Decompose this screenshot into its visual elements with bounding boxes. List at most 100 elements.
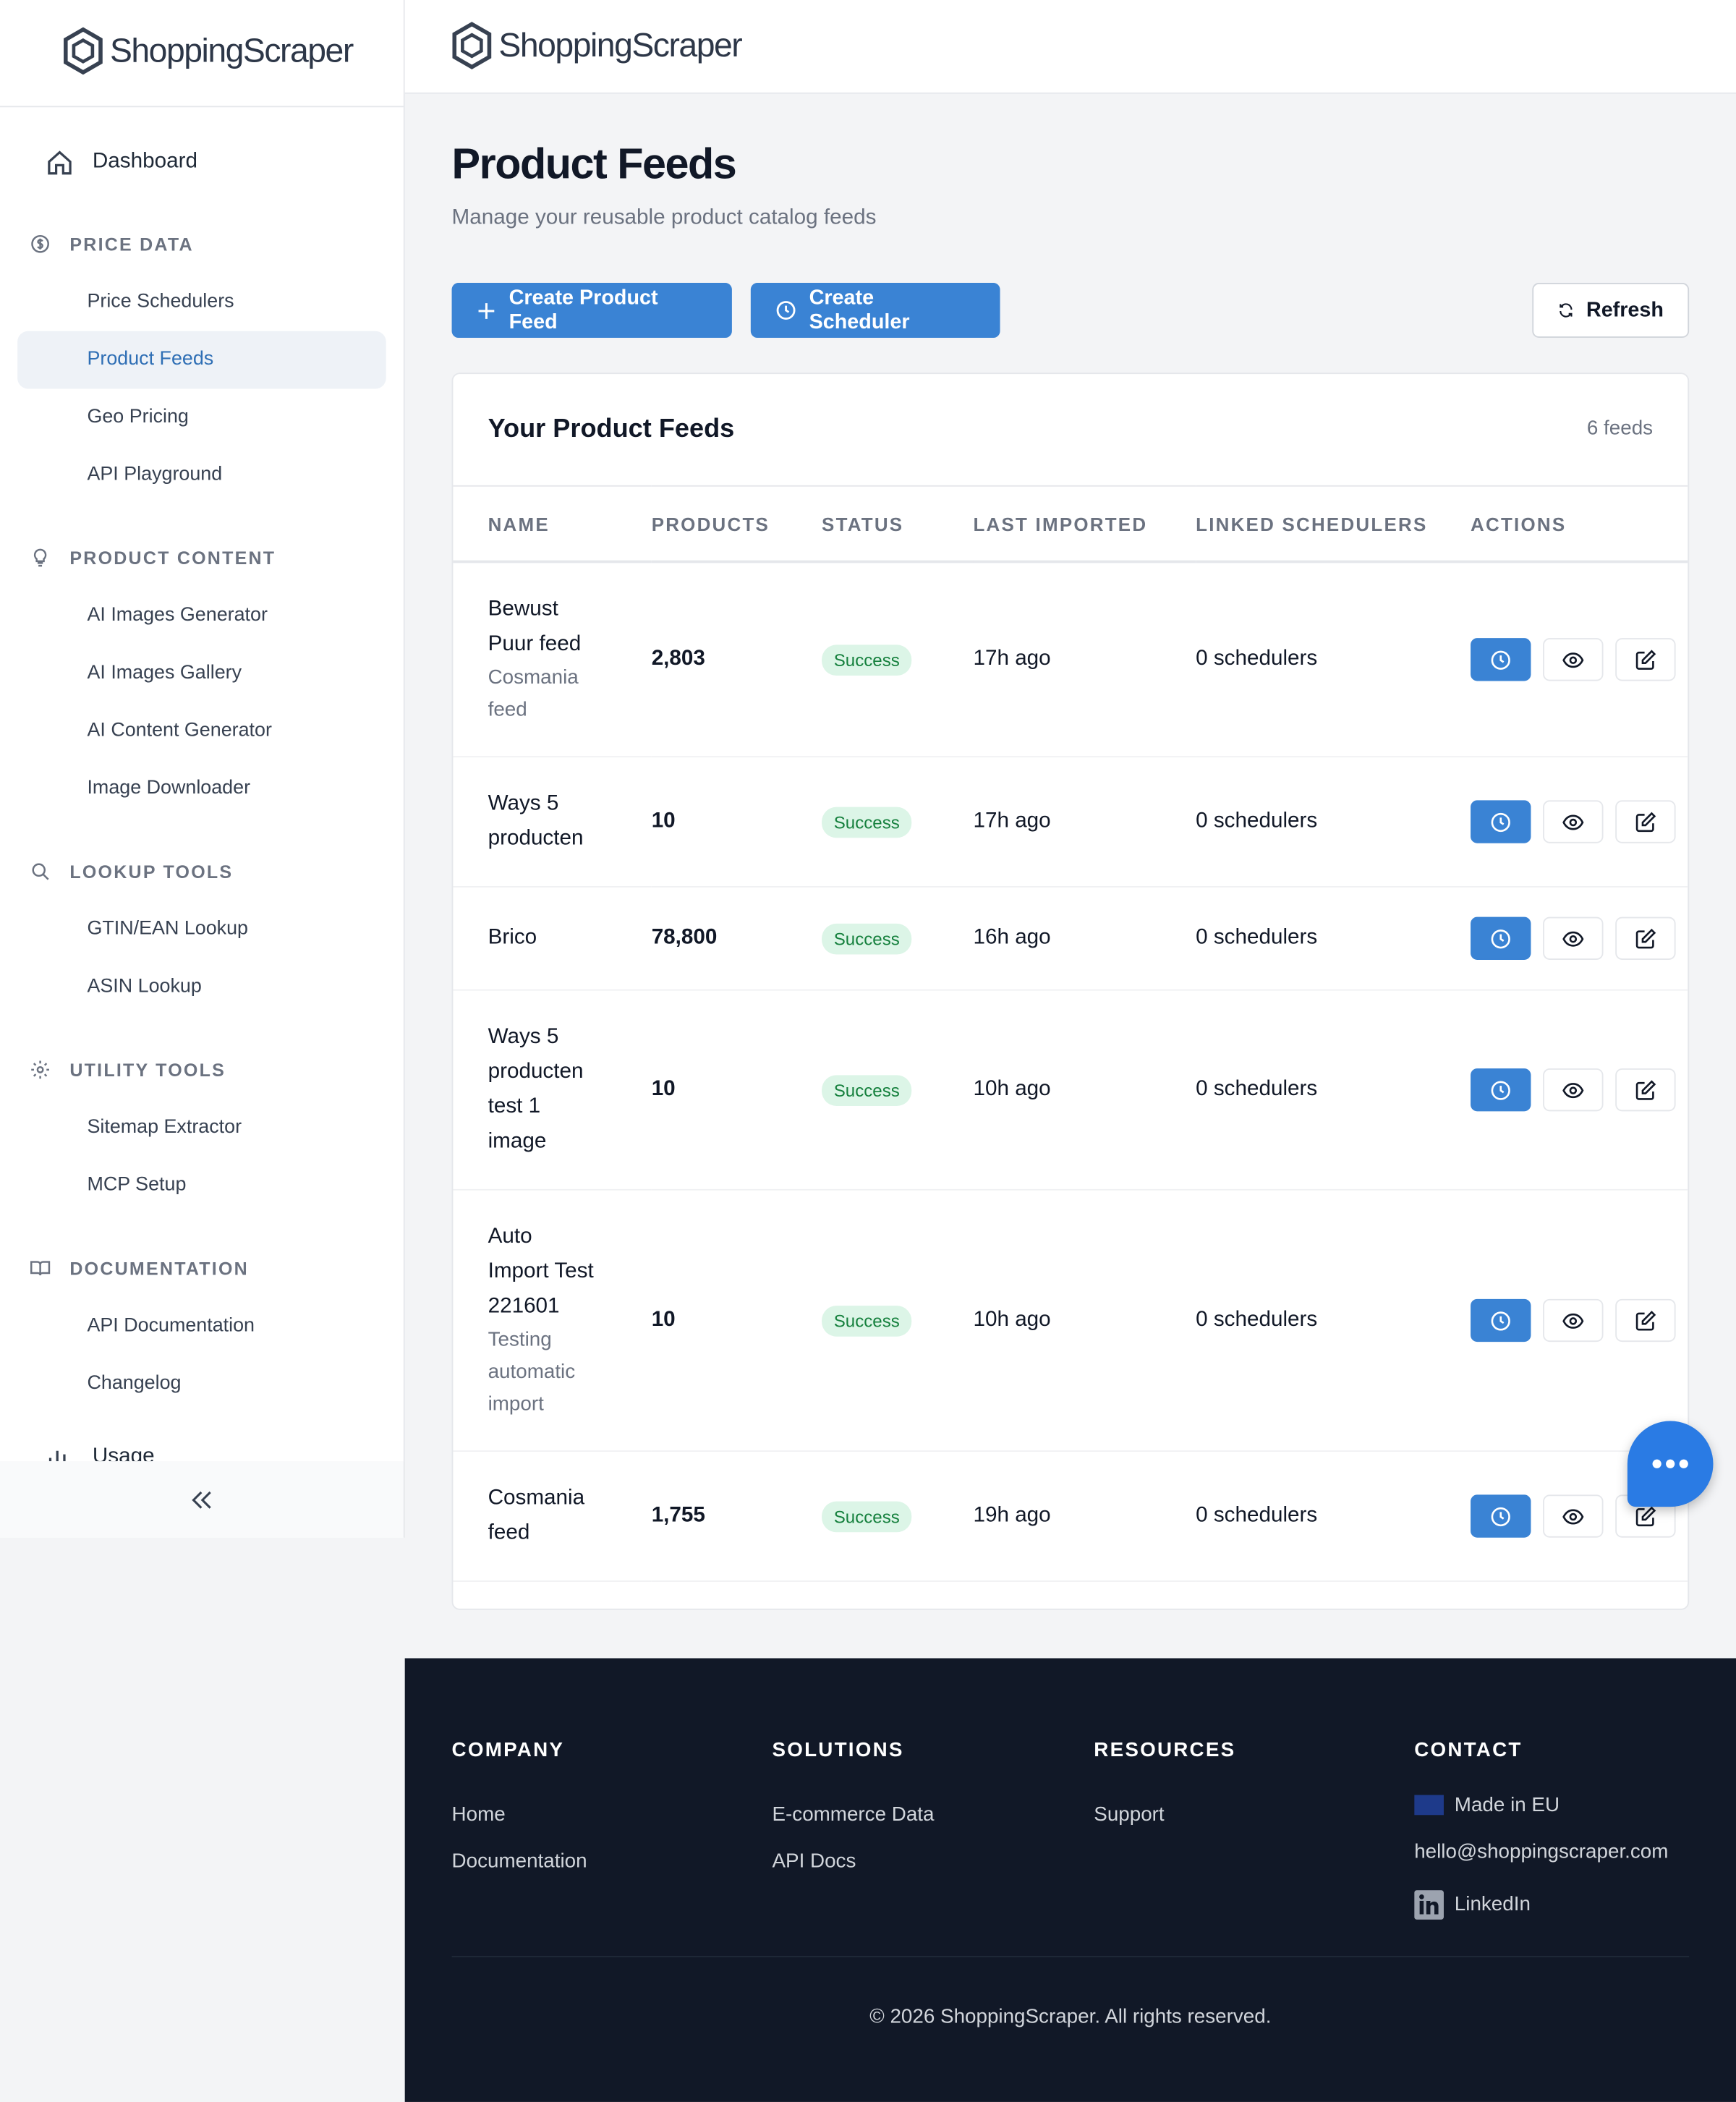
- name-cell: Brico: [453, 886, 652, 991]
- link-text: API Docs: [772, 1850, 856, 1873]
- delete-button[interactable]: [1688, 917, 1689, 960]
- icon: [1635, 811, 1656, 832]
- nav-item[interactable]: ASIN Lookup: [87, 976, 202, 997]
- footer-heading: CONTACT: [1414, 1738, 1523, 1762]
- view-button[interactable]: [1543, 638, 1604, 681]
- nav-item[interactable]: MCP Setup: [87, 1174, 187, 1196]
- section-items: GTIN/EAN Lookup ASIN Lookup: [0, 901, 404, 1016]
- edit-button[interactable]: [1615, 1068, 1676, 1112]
- refresh-button[interactable]: Refresh: [1532, 283, 1690, 339]
- chat-dots: [1652, 1459, 1688, 1468]
- footer: © 2026 ShoppingScraper. All rights reser…: [404, 1658, 1736, 2102]
- icon: [31, 234, 49, 253]
- linked-schedulers: 0 schedulers: [1196, 561, 1471, 758]
- delete-button[interactable]: [1688, 638, 1689, 681]
- section-title: LOOKUP TOOLS: [69, 861, 234, 882]
- footer-link[interactable]: Made in EU: [1414, 1782, 1735, 1829]
- nav-item[interactable]: AI Images Generator: [87, 604, 268, 626]
- view-button[interactable]: [1543, 916, 1604, 960]
- nav-item[interactable]: Product Feeds: [17, 331, 386, 389]
- edit-button[interactable]: [1615, 800, 1676, 843]
- delete-button[interactable]: [1688, 1299, 1689, 1342]
- nav-label: Usage: [92, 1444, 155, 1463]
- schedule-button[interactable]: [1471, 916, 1531, 960]
- schedule-button[interactable]: [1471, 638, 1531, 681]
- logo-icon: [452, 22, 492, 69]
- footer-column: SOLUTIONS E-commerce Data API Docs: [772, 1739, 1092, 1885]
- view-button[interactable]: [1543, 800, 1604, 843]
- icon: [1491, 929, 1510, 948]
- view-button[interactable]: [1543, 1298, 1604, 1343]
- status-cell: Success: [822, 990, 974, 1191]
- icon: [1491, 1506, 1510, 1526]
- plus-icon: [478, 302, 495, 318]
- nav-item[interactable]: AI Content Generator: [87, 720, 272, 741]
- status-cell: Success: [822, 561, 974, 758]
- schedule-button[interactable]: [1471, 800, 1531, 843]
- collapse-icon: [191, 1490, 210, 1508]
- name-cell: Ways 5 producten test 1 image: [453, 990, 652, 1191]
- sidebar-logo[interactable]: ShoppingScraper: [61, 27, 354, 75]
- schedule-button[interactable]: [1471, 1298, 1531, 1343]
- nav-dashboard[interactable]: Dashboard: [0, 134, 404, 190]
- icon: [33, 548, 47, 567]
- status-cell: Success: [822, 1189, 974, 1452]
- nav-item[interactable]: GTIN/EAN Lookup: [87, 918, 249, 940]
- create-feed-button[interactable]: Create Product Feed: [451, 283, 732, 339]
- nav-item[interactable]: Geo Pricing: [87, 406, 189, 428]
- icon: [1562, 814, 1584, 830]
- view-button[interactable]: [1543, 1068, 1604, 1112]
- nav-item[interactable]: Sitemap Extractor: [87, 1116, 242, 1139]
- link-text: E-commerce Data: [772, 1803, 935, 1826]
- section-items: AI Images Generator AI Images Gallery AI C…: [0, 587, 404, 818]
- page-subtitle: Manage your reusable product catalog fee…: [451, 206, 877, 229]
- edit-button[interactable]: [1615, 916, 1676, 960]
- view-button[interactable]: [1543, 1494, 1604, 1538]
- footer-link[interactable]: API Docs: [772, 1838, 1092, 1885]
- nav-item[interactable]: Changelog: [87, 1372, 182, 1395]
- nav-item[interactable]: AI Images Gallery: [87, 662, 242, 684]
- feed-row: Auto Import Test 221601 Testing automatic…: [453, 1189, 1689, 1452]
- feed-row: Cosmania feed 1,755 Success 19h ago 0 schedu…: [453, 1451, 1688, 1582]
- nav-item[interactable]: API Documentation: [87, 1315, 255, 1337]
- chat-button[interactable]: [1627, 1421, 1714, 1507]
- section-title: PRICE DATA: [69, 234, 194, 255]
- edit-button[interactable]: [1615, 1298, 1676, 1343]
- feeds-card: Your Product Feeds 6 feeds NAME PRODUCTS S…: [451, 373, 1690, 1610]
- nav-item[interactable]: Price Schedulers: [87, 291, 234, 312]
- section-items: API Documentation Changelog: [0, 1298, 404, 1413]
- column-header: LAST IMPORTED: [973, 485, 1196, 563]
- schedule-button[interactable]: [1471, 1494, 1531, 1538]
- footer-link[interactable]: E-commerce Data: [772, 1791, 1092, 1838]
- icon: [1635, 1310, 1656, 1330]
- status-badge: Success: [822, 1500, 912, 1532]
- link-text: Made in EU: [1454, 1793, 1560, 1817]
- collapse-button[interactable]: [0, 1461, 405, 1538]
- icon: [1491, 1311, 1510, 1330]
- nav-item[interactable]: Image Downloader: [87, 777, 251, 799]
- link-text: LinkedIn: [1454, 1892, 1531, 1916]
- footer-link[interactable]: Support: [1094, 1791, 1414, 1838]
- footer-link[interactable]: LinkedIn: [1414, 1881, 1735, 1928]
- actions-cell: [1471, 990, 1689, 1191]
- edit-button[interactable]: [1615, 638, 1676, 681]
- product-count: 2,803: [651, 561, 822, 758]
- icon: [1562, 1312, 1584, 1328]
- table-body: Bewust Puur feed Cosmania feed 2,803 Succes…: [453, 561, 1689, 1582]
- feed-description: Cosmania feed: [488, 666, 579, 722]
- icon: [1635, 927, 1656, 948]
- delete-button[interactable]: [1688, 1068, 1689, 1111]
- footer-link[interactable]: Home: [452, 1791, 773, 1838]
- icon: [1635, 649, 1656, 669]
- delete-button[interactable]: [1688, 800, 1689, 843]
- footer-link[interactable]: Documentation: [452, 1838, 773, 1885]
- footer-link[interactable]: hello@shoppingscraper.com: [1414, 1829, 1735, 1876]
- feed-name: Auto Import Test 221601: [488, 1225, 594, 1318]
- header-logo[interactable]: ShoppingScraper: [451, 22, 743, 70]
- name-cell: Cosmania feed: [453, 1451, 652, 1582]
- nav-usage[interactable]: Usage: [0, 1429, 404, 1463]
- nav-item[interactable]: API Playground: [87, 464, 223, 485]
- create-scheduler-button[interactable]: Create Scheduler: [750, 283, 1000, 339]
- schedule-button[interactable]: [1471, 1068, 1531, 1112]
- icon: [1562, 652, 1584, 668]
